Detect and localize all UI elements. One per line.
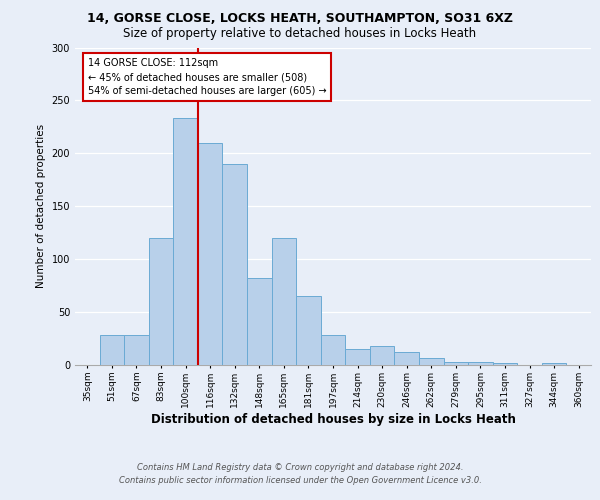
Bar [468, 362, 493, 365]
Y-axis label: Number of detached properties: Number of detached properties [36, 124, 46, 288]
Bar [100, 336, 124, 365]
Bar [321, 336, 345, 365]
Bar [443, 362, 468, 365]
Bar [542, 363, 566, 365]
Text: Contains public sector information licensed under the Open Government Licence v3: Contains public sector information licen… [119, 476, 481, 485]
Bar [124, 336, 149, 365]
Bar [394, 352, 419, 365]
Text: Size of property relative to detached houses in Locks Heath: Size of property relative to detached ho… [124, 28, 476, 40]
Bar [173, 118, 198, 365]
Text: Distribution of detached houses by size in Locks Heath: Distribution of detached houses by size … [151, 412, 515, 426]
Bar [149, 238, 173, 365]
Text: Contains HM Land Registry data © Crown copyright and database right 2024.: Contains HM Land Registry data © Crown c… [137, 462, 463, 471]
Bar [296, 296, 321, 365]
Bar [247, 278, 272, 365]
Bar [370, 346, 394, 365]
Text: 14 GORSE CLOSE: 112sqm
← 45% of detached houses are smaller (508)
54% of semi-de: 14 GORSE CLOSE: 112sqm ← 45% of detached… [88, 58, 326, 96]
Text: 14, GORSE CLOSE, LOCKS HEATH, SOUTHAMPTON, SO31 6XZ: 14, GORSE CLOSE, LOCKS HEATH, SOUTHAMPTO… [87, 12, 513, 26]
Bar [493, 363, 517, 365]
Bar [198, 143, 223, 365]
Bar [223, 164, 247, 365]
Bar [272, 238, 296, 365]
Bar [345, 349, 370, 365]
Bar [419, 358, 443, 365]
